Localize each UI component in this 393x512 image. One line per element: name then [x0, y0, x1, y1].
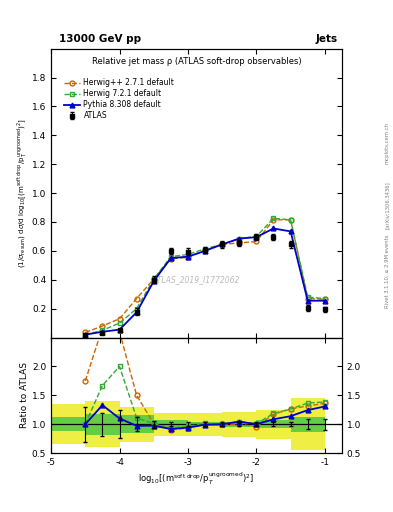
Herwig 7.2.1 default: [322, 295, 327, 302]
Bar: [51, 417, 85, 431]
Pythia 8.308 default: [169, 255, 173, 261]
Bar: [119, 415, 154, 434]
Bar: [188, 422, 222, 426]
Line: Pythia 8.308 default: Pythia 8.308 default: [83, 226, 327, 337]
Line: Herwig++ 2.7.1 default: Herwig++ 2.7.1 default: [83, 218, 327, 335]
Pythia 8.308 default: [237, 236, 242, 242]
Pythia 8.308 default: [305, 297, 310, 304]
Bar: [290, 417, 325, 432]
Pythia 8.308 default: [83, 332, 88, 338]
Herwig 7.2.1 default: [237, 236, 242, 242]
Text: ATLAS_2019_I1772062: ATLAS_2019_I1772062: [153, 275, 240, 284]
Herwig 7.2.1 default: [83, 332, 88, 338]
Text: Jets: Jets: [316, 33, 338, 44]
Herwig 7.2.1 default: [134, 306, 139, 312]
Pythia 8.308 default: [271, 225, 276, 231]
X-axis label: log$_{10}$[(m$^{\rm soft\ drop}$/p$_T^{\rm ungroomed}$)$^2$]: log$_{10}$[(m$^{\rm soft\ drop}$/p$_T^{\…: [138, 471, 255, 487]
Bar: [85, 414, 119, 435]
Bar: [256, 420, 290, 428]
Legend: Herwig++ 2.7.1 default, Herwig 7.2.1 default, Pythia 8.308 default, ATLAS: Herwig++ 2.7.1 default, Herwig 7.2.1 def…: [64, 78, 174, 120]
Herwig 7.2.1 default: [185, 251, 190, 258]
Bar: [154, 413, 188, 436]
Herwig++ 2.7.1 default: [271, 217, 276, 223]
Herwig++ 2.7.1 default: [185, 254, 190, 261]
Herwig++ 2.7.1 default: [169, 256, 173, 262]
Pythia 8.308 default: [254, 234, 259, 240]
Herwig 7.2.1 default: [117, 320, 122, 326]
Herwig 7.2.1 default: [271, 216, 276, 222]
Herwig 7.2.1 default: [151, 276, 156, 282]
Herwig++ 2.7.1 default: [203, 247, 208, 253]
Y-axis label: $(1/\sigma_{\rm resum})$ d$\sigma$/d log$_{10}$[(m$^{\rm soft\ drop}$/p$_{\rm T}: $(1/\sigma_{\rm resum})$ d$\sigma$/d log…: [15, 118, 29, 268]
Bar: [188, 413, 222, 436]
Pythia 8.308 default: [185, 253, 190, 260]
Bar: [154, 420, 188, 428]
Herwig++ 2.7.1 default: [322, 296, 327, 303]
Line: Herwig 7.2.1 default: Herwig 7.2.1 default: [83, 216, 327, 337]
Herwig 7.2.1 default: [305, 294, 310, 300]
Bar: [85, 401, 119, 447]
Pythia 8.308 default: [220, 241, 224, 247]
Y-axis label: Ratio to ATLAS: Ratio to ATLAS: [20, 362, 29, 429]
Herwig++ 2.7.1 default: [237, 240, 242, 246]
Pythia 8.308 default: [288, 228, 293, 234]
Bar: [222, 412, 256, 437]
Herwig 7.2.1 default: [254, 233, 259, 240]
Pythia 8.308 default: [203, 248, 208, 254]
Text: mcplots.cern.ch: mcplots.cern.ch: [385, 122, 390, 164]
Bar: [119, 407, 154, 441]
Pythia 8.308 default: [100, 329, 105, 335]
Herwig++ 2.7.1 default: [83, 329, 88, 335]
Bar: [290, 398, 325, 450]
Text: Rivet 3.1.10, ≥ 2.9M events: Rivet 3.1.10, ≥ 2.9M events: [385, 234, 390, 308]
Herwig++ 2.7.1 default: [134, 295, 139, 302]
Herwig++ 2.7.1 default: [288, 217, 293, 223]
Herwig 7.2.1 default: [203, 246, 208, 252]
Herwig++ 2.7.1 default: [117, 316, 122, 322]
Bar: [222, 422, 256, 426]
Herwig++ 2.7.1 default: [254, 239, 259, 245]
Pythia 8.308 default: [117, 327, 122, 333]
Pythia 8.308 default: [134, 309, 139, 315]
Herwig 7.2.1 default: [169, 253, 173, 260]
Text: Relative jet mass ρ (ATLAS soft-drop observables): Relative jet mass ρ (ATLAS soft-drop obs…: [92, 57, 301, 67]
Herwig++ 2.7.1 default: [151, 276, 156, 282]
Herwig 7.2.1 default: [220, 241, 224, 247]
Pythia 8.308 default: [151, 278, 156, 284]
Bar: [256, 410, 290, 439]
Herwig++ 2.7.1 default: [220, 241, 224, 247]
Bar: [51, 404, 85, 444]
Herwig++ 2.7.1 default: [305, 295, 310, 302]
Text: 13000 GeV pp: 13000 GeV pp: [59, 33, 141, 44]
Text: [arXiv:1306.3436]: [arXiv:1306.3436]: [385, 181, 390, 229]
Herwig++ 2.7.1 default: [100, 323, 105, 329]
Herwig 7.2.1 default: [288, 217, 293, 223]
Pythia 8.308 default: [322, 297, 327, 304]
Herwig 7.2.1 default: [100, 327, 105, 333]
